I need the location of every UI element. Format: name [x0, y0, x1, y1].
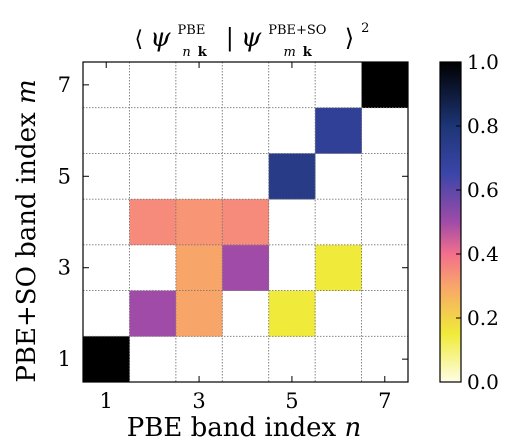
title-sub-right-k: k — [303, 45, 313, 60]
heatmap-cell — [129, 290, 177, 337]
colorbar-tick-label: 0.6 — [467, 178, 499, 202]
title-psi-right: ψ — [241, 23, 262, 53]
title-ket: ⟩ — [345, 24, 354, 52]
y-tick-label: 3 — [58, 256, 71, 280]
grid-lines — [83, 62, 408, 382]
colorbar-tick-label: 1.0 — [467, 50, 499, 74]
colorbar-tick-label: 0.4 — [467, 242, 499, 266]
y-tick-label: 5 — [58, 164, 71, 188]
title-sup-left: PBE — [178, 23, 206, 38]
heatmap-cell — [315, 244, 362, 291]
x-tick-label: 7 — [378, 389, 391, 413]
plot-frame — [82, 61, 409, 383]
colorbar — [439, 61, 462, 383]
heatmap-cell — [175, 244, 223, 291]
x-axis-label-text: PBE band index — [127, 413, 345, 443]
title-sub-right-m: m — [283, 45, 295, 60]
heatmap-cell — [129, 199, 177, 246]
heatmap-cell — [83, 336, 130, 383]
heatmap-cell — [175, 290, 223, 337]
colorbar-tick-label: 0.2 — [467, 306, 499, 330]
title-sub-left-k: k — [198, 45, 208, 60]
chart-title: ⟨ ψ PBE n k | ψ PBE+SO m k ⟩ 2 — [135, 15, 370, 62]
heatmap-cell — [222, 199, 270, 246]
heatmap-cell — [175, 199, 223, 246]
x-axis-label: PBE band index n — [127, 413, 361, 443]
colorbar-tick-label: 0.0 — [467, 370, 499, 394]
y-ticks: 1 3 5 7 — [58, 73, 408, 371]
title-bra: ⟨ — [135, 27, 144, 52]
title-sup-right: PBE+SO — [268, 23, 326, 38]
colorbar-ticks: 0.0 0.2 0.4 0.6 0.8 1.0 — [456, 50, 499, 394]
title-psi-left: ψ — [150, 23, 171, 53]
y-tick-label: 7 — [58, 73, 71, 97]
title-power: 2 — [361, 21, 369, 36]
heatmap-cell — [268, 153, 316, 200]
y-tick-label: 1 — [58, 347, 71, 371]
title-bar: | — [226, 24, 234, 53]
heatmap-cell — [222, 244, 270, 291]
x-axis-label-var: n — [344, 413, 361, 443]
heatmap-cells — [83, 62, 409, 383]
title-sub-left-n: n — [182, 45, 190, 60]
y-axis-label: PBE+SO band index m — [12, 79, 42, 382]
x-tick-label: 3 — [192, 389, 205, 413]
x-ticks: 1 3 5 7 — [100, 62, 391, 413]
heatmap-cell — [268, 290, 316, 337]
y-axis-label-var: m — [12, 79, 42, 104]
x-tick-label: 1 — [100, 389, 113, 413]
x-tick-label: 5 — [285, 389, 298, 413]
y-axis-label-text: PBE+SO band index — [12, 104, 42, 383]
heatmap-cell — [361, 62, 409, 109]
heatmap-cell — [315, 107, 362, 154]
colorbar-tick-label: 0.8 — [467, 114, 499, 138]
